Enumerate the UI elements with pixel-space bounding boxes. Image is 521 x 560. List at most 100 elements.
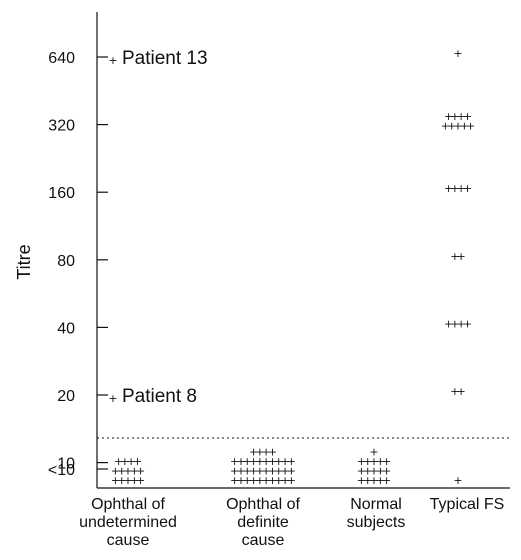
data-point: + [249, 446, 258, 459]
annotation-label: Patient 8 [122, 386, 197, 407]
data-point: + [114, 455, 123, 468]
data-point: + [363, 474, 372, 487]
data-point: + [466, 119, 475, 132]
data-point: + [376, 465, 385, 478]
data-point: + [463, 110, 472, 123]
data-point: + [262, 465, 271, 478]
data-point: + [274, 455, 283, 468]
data-point: + [262, 446, 271, 459]
x-category-label: cause [107, 532, 150, 549]
data-point: + [369, 465, 378, 478]
data-point: + [444, 317, 453, 330]
x-category-label: Typical FS [430, 496, 505, 513]
data-point: + [363, 465, 372, 478]
data-point: + [280, 474, 289, 487]
data-point: + [136, 474, 145, 487]
data-point: + [268, 455, 277, 468]
data-point: + [249, 465, 258, 478]
data-point: + [117, 474, 126, 487]
data-point: + [457, 110, 466, 123]
data-point: + [287, 474, 296, 487]
data-points: ++++++++++++++++++++++++++++++++++++++++… [111, 47, 475, 487]
data-point: + [243, 474, 252, 487]
x-category-label: subjects [347, 514, 406, 531]
y-ticks: 640 320 160 80 40 20 10<10 [48, 50, 108, 479]
data-point: + [444, 110, 453, 123]
x-category-label: cause [242, 532, 285, 549]
data-point: + [382, 455, 391, 468]
data-point: + [457, 317, 466, 330]
data-point: + [463, 317, 472, 330]
data-point: + [236, 474, 245, 487]
y-tick-label: 160 [48, 185, 75, 202]
x-category-label: definite [237, 514, 289, 531]
data-point: + [447, 119, 456, 132]
x-category-label: Normal [350, 496, 402, 513]
annotation-point: + [108, 392, 117, 405]
y-tick-label: 40 [57, 320, 75, 337]
y-tick-label: 20 [57, 388, 75, 405]
data-point: + [280, 465, 289, 478]
data-point: + [357, 474, 366, 487]
x-category-label: Ophthal of [91, 496, 165, 513]
data-point: + [357, 465, 366, 478]
data-point: + [450, 250, 459, 263]
data-point: + [230, 455, 239, 468]
data-point: + [136, 465, 145, 478]
data-point: + [255, 455, 264, 468]
data-point: + [236, 455, 245, 468]
data-point: + [249, 455, 258, 468]
data-point: + [457, 250, 466, 263]
annotation-point: + [108, 54, 117, 67]
y-tick-label: 10 [57, 456, 75, 473]
data-point: + [123, 474, 132, 487]
data-point: + [444, 182, 453, 195]
data-point: + [236, 465, 245, 478]
data-point: + [376, 455, 385, 468]
data-point: + [453, 119, 462, 132]
y-tick-label: <10 [48, 462, 75, 479]
data-point: + [117, 465, 126, 478]
data-point: + [255, 474, 264, 487]
data-point: + [376, 474, 385, 487]
data-point: + [457, 182, 466, 195]
data-point: + [463, 182, 472, 195]
y-tick-label: 320 [48, 118, 75, 135]
data-point: + [450, 385, 459, 398]
y-tick-label: 80 [57, 253, 75, 270]
data-point: + [230, 474, 239, 487]
data-point: + [457, 385, 466, 398]
data-point: + [262, 474, 271, 487]
data-point: + [268, 474, 277, 487]
data-point: + [280, 455, 289, 468]
data-point: + [460, 119, 469, 132]
data-point: + [453, 47, 462, 60]
data-point: + [230, 465, 239, 478]
data-point: + [357, 455, 366, 468]
data-point: + [453, 474, 462, 487]
data-point: + [450, 110, 459, 123]
data-point: + [287, 455, 296, 468]
data-point: + [450, 317, 459, 330]
data-point: + [268, 465, 277, 478]
data-point: + [120, 455, 129, 468]
y-tick-label: 640 [48, 50, 75, 67]
data-point: + [274, 465, 283, 478]
data-point: + [274, 474, 283, 487]
axes [96, 12, 510, 489]
annotations: + Patient 13 + Patient 8 [108, 48, 207, 407]
data-point: + [130, 474, 139, 487]
data-point: + [369, 474, 378, 487]
data-point: + [382, 474, 391, 487]
x-category-label: Ophthal of [226, 496, 300, 513]
data-point: + [268, 446, 277, 459]
data-point: + [243, 455, 252, 468]
y-axis-title: Titre [14, 244, 34, 279]
data-point: + [369, 455, 378, 468]
data-point: + [123, 465, 132, 478]
data-point: + [382, 465, 391, 478]
x-category-label: undetermined [79, 514, 177, 531]
data-point: + [243, 465, 252, 478]
